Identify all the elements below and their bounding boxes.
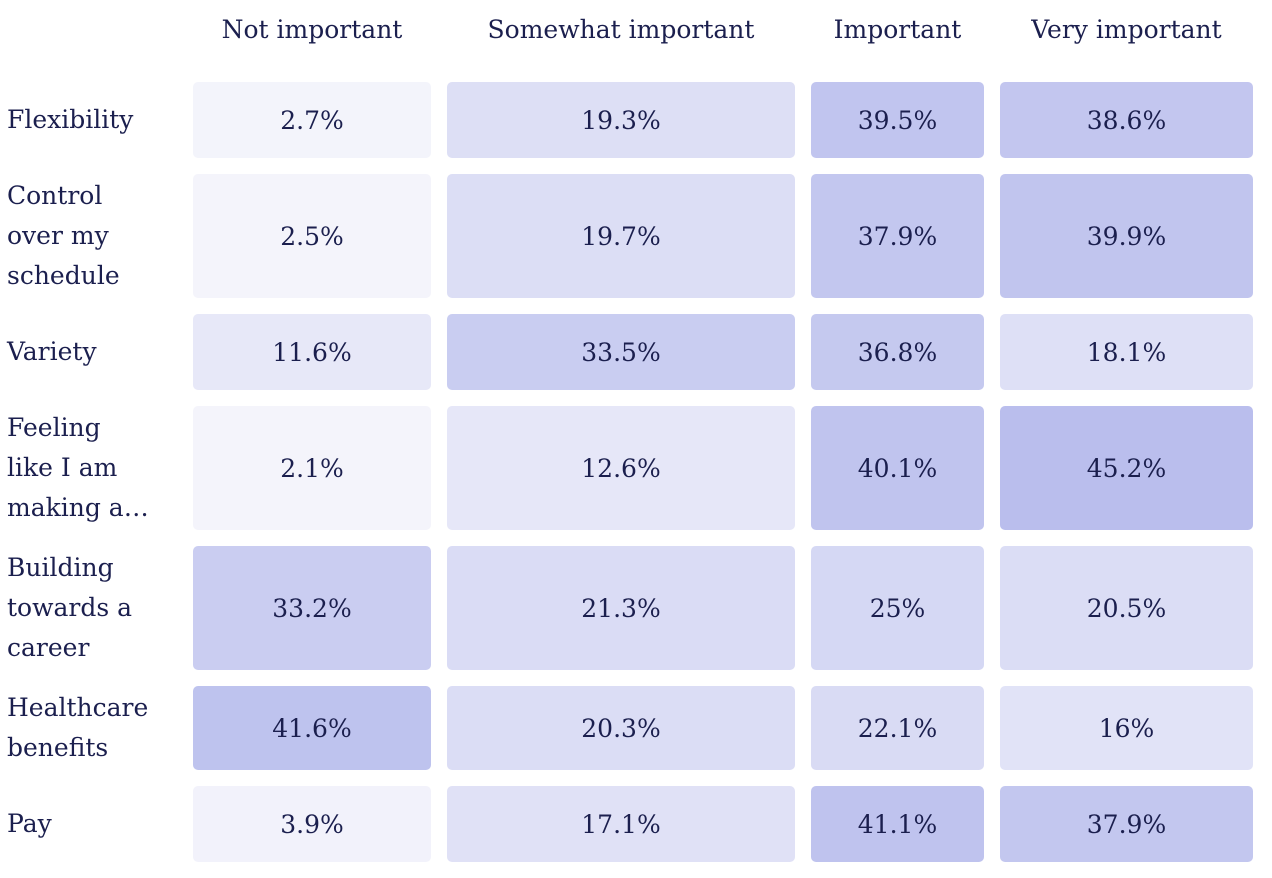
heatmap-cell: 16% xyxy=(1000,686,1253,770)
row-label: Variety xyxy=(7,337,97,366)
heatmap-cell: 33.2% xyxy=(193,546,431,670)
heatmap-cell: 17.1% xyxy=(447,786,795,862)
heatmap-cell: 33.5% xyxy=(447,314,795,390)
column-header: Very important xyxy=(1031,15,1222,44)
heatmap-cell: 40.1% xyxy=(811,406,984,530)
heatmap-cell: 36.8% xyxy=(811,314,984,390)
column-header: Important xyxy=(833,15,962,44)
heatmap-cell: 11.6% xyxy=(193,314,431,390)
heatmap-cell: 20.5% xyxy=(1000,546,1253,670)
heatmap-cell: 41.6% xyxy=(193,686,431,770)
heatmap-cell: 39.9% xyxy=(1000,174,1253,298)
heatmap-cell: 25% xyxy=(811,546,984,670)
heatmap-cell: 22.1% xyxy=(811,686,984,770)
row-label: Control over my schedule xyxy=(7,181,120,290)
heatmap-cell: 20.3% xyxy=(447,686,795,770)
heatmap-cell: 45.2% xyxy=(1000,406,1253,530)
heatmap-cell: 38.6% xyxy=(1000,82,1253,158)
row-label: Feeling like I am making a… xyxy=(7,413,149,522)
heatmap-cell: 19.7% xyxy=(447,174,795,298)
heatmap-cell: 39.5% xyxy=(811,82,984,158)
row-label: Healthcare benefits xyxy=(7,693,149,762)
row-label: Flexibility xyxy=(7,105,134,134)
heatmap-cell: 37.9% xyxy=(1000,786,1253,862)
heatmap-cell: 41.1% xyxy=(811,786,984,862)
heatmap-cell: 2.7% xyxy=(193,82,431,158)
column-header: Somewhat important xyxy=(487,15,755,44)
heatmap-cell: 18.1% xyxy=(1000,314,1253,390)
heatmap-cell: 2.5% xyxy=(193,174,431,298)
heatmap-cell: 12.6% xyxy=(447,406,795,530)
heatmap-cell: 37.9% xyxy=(811,174,984,298)
heatmap-cell: 3.9% xyxy=(193,786,431,862)
heatmap-cell: 21.3% xyxy=(447,546,795,670)
heatmap-cell: 19.3% xyxy=(447,82,795,158)
row-label: Pay xyxy=(7,809,52,838)
column-header: Not important xyxy=(221,15,403,44)
row-label: Building towards a career xyxy=(7,553,133,662)
heatmap-cell: 2.1% xyxy=(193,406,431,530)
